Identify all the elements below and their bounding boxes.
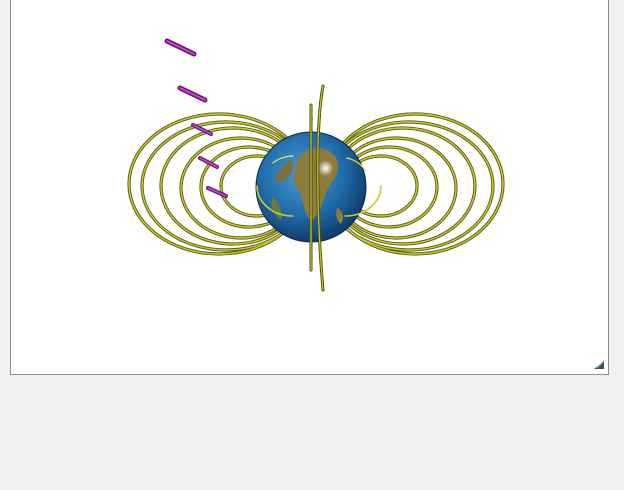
- resize-handle-icon[interactable]: [593, 360, 605, 370]
- magnetic-field-scene[interactable]: [11, 0, 610, 375]
- 3d-viewport[interactable]: [10, 0, 609, 375]
- field-lines-front: [256, 155, 382, 217]
- solar-particles-highlight: [166, 40, 227, 197]
- bottom-panel: [0, 376, 624, 490]
- magnetic-axis: [309, 84, 325, 292]
- solar-particles: [164, 38, 228, 198]
